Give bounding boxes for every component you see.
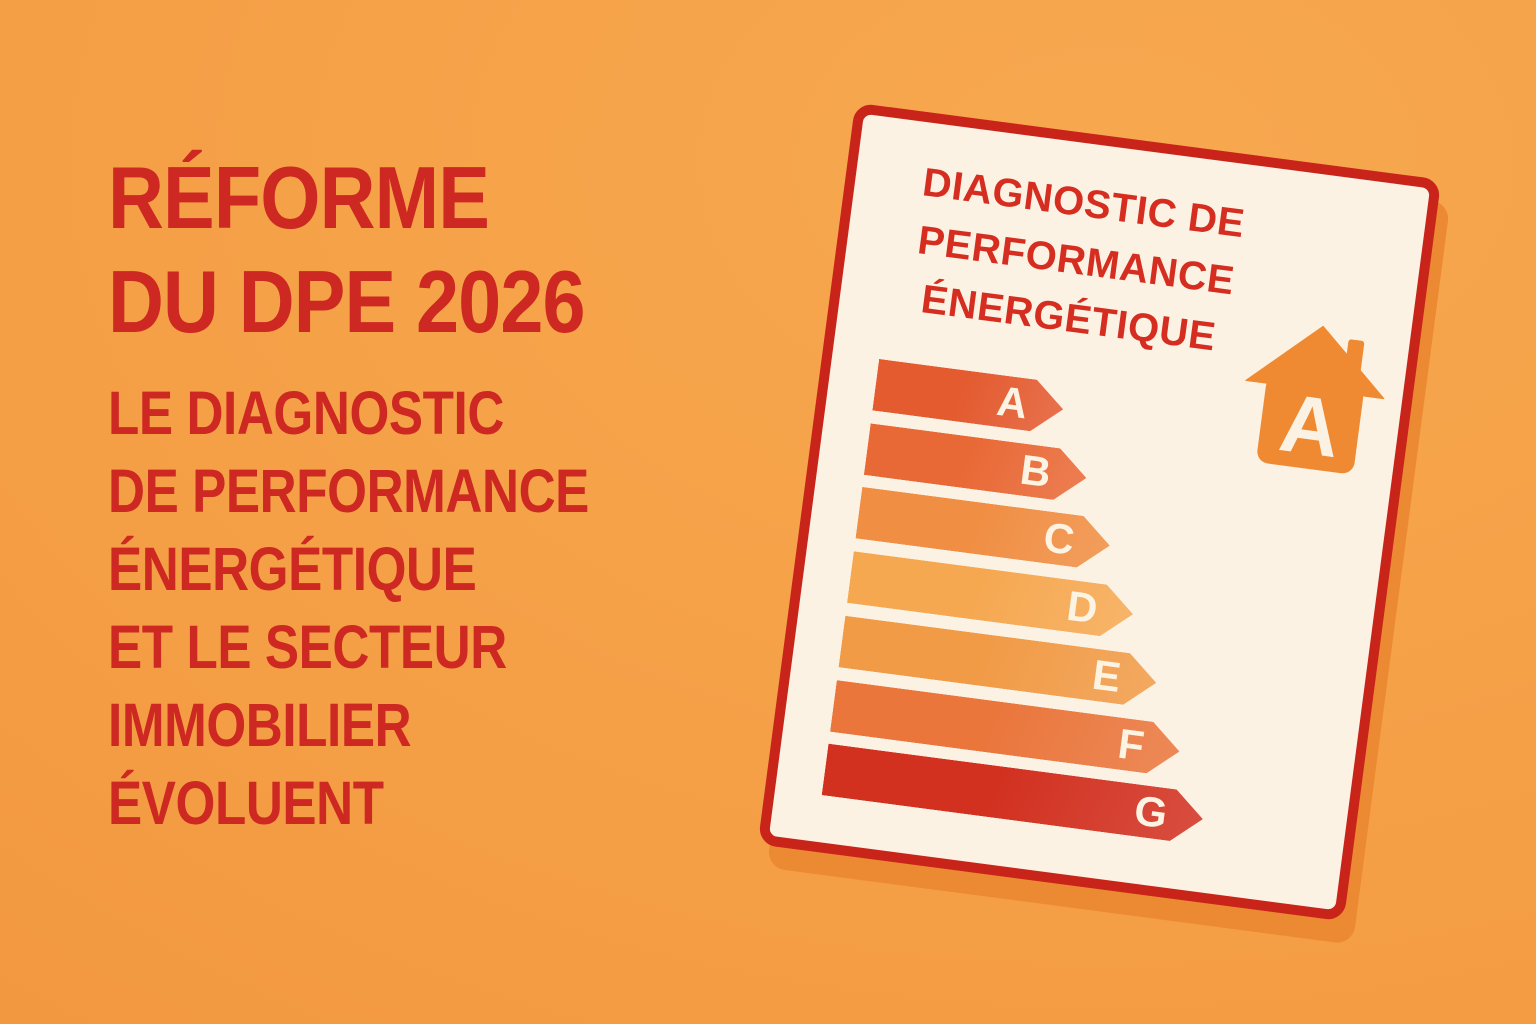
dpe-certificate-card: DIAGNOSTIC DE PERFORMANCE ÉNERGÉTIQUE A … bbox=[757, 102, 1442, 922]
poster-title: RÉFORME DU DPE 2026 bbox=[108, 146, 612, 354]
energy-grade-label: G bbox=[1131, 786, 1171, 838]
energy-bar-a: A bbox=[872, 359, 1066, 435]
energy-scale: A B C D E F G bbox=[769, 114, 1430, 910]
poster-title-line: DU DPE 2026 bbox=[108, 252, 586, 351]
energy-grade-label: D bbox=[1064, 581, 1101, 633]
poster-subtitle-line: DE PERFORMANCE bbox=[108, 457, 589, 525]
poster-subtitle: LE DIAGNOSTIC DE PERFORMANCE ÉNERGÉTIQUE… bbox=[108, 374, 589, 842]
energy-grade-label: B bbox=[1017, 445, 1054, 497]
poster-subtitle-line: ÉNERGÉTIQUE bbox=[108, 535, 477, 603]
house-grade-label: A bbox=[1275, 377, 1346, 475]
poster-subtitle-line: ÉVOLUENT bbox=[108, 769, 384, 837]
house-energy-icon: A bbox=[1244, 325, 1386, 475]
energy-grade-label: C bbox=[1040, 513, 1078, 564]
poster-subtitle-line: IMMOBILIER bbox=[108, 691, 412, 759]
poster-subtitle-line: ET LE SECTEUR bbox=[108, 613, 507, 681]
energy-grade-label: A bbox=[994, 376, 1031, 428]
poster-title-line: RÉFORME bbox=[108, 148, 490, 247]
house-body bbox=[1257, 376, 1364, 474]
left-text-block: RÉFORME DU DPE 2026 LE DIAGNOSTIC DE PER… bbox=[108, 146, 681, 842]
energy-grade-label: F bbox=[1115, 719, 1147, 770]
poster-subtitle-line: LE DIAGNOSTIC bbox=[108, 379, 504, 447]
energy-grade-label: E bbox=[1089, 650, 1124, 701]
